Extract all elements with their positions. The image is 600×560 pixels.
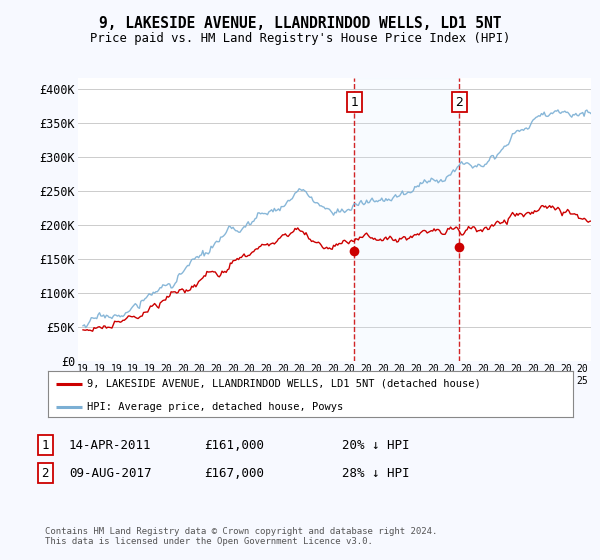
Text: 28% ↓ HPI: 28% ↓ HPI [342, 466, 409, 480]
Text: 2: 2 [455, 96, 463, 109]
Text: HPI: Average price, detached house, Powys: HPI: Average price, detached house, Powy… [88, 402, 344, 412]
Text: Contains HM Land Registry data © Crown copyright and database right 2024.
This d: Contains HM Land Registry data © Crown c… [45, 526, 437, 546]
Text: 09-AUG-2017: 09-AUG-2017 [69, 466, 151, 480]
Text: 2: 2 [41, 466, 49, 480]
Text: Price paid vs. HM Land Registry's House Price Index (HPI): Price paid vs. HM Land Registry's House … [90, 32, 510, 45]
Text: 14-APR-2011: 14-APR-2011 [69, 438, 151, 452]
Text: 9, LAKESIDE AVENUE, LLANDRINDOD WELLS, LD1 5NT (detached house): 9, LAKESIDE AVENUE, LLANDRINDOD WELLS, L… [88, 379, 481, 389]
Text: 1: 1 [41, 438, 49, 452]
Bar [354, 78, 460, 361]
Text: 20% ↓ HPI: 20% ↓ HPI [342, 438, 409, 452]
Text: 1: 1 [350, 96, 358, 109]
Text: 9, LAKESIDE AVENUE, LLANDRINDOD WELLS, LD1 5NT: 9, LAKESIDE AVENUE, LLANDRINDOD WELLS, L… [99, 16, 501, 31]
Text: £167,000: £167,000 [204, 466, 264, 480]
Text: £161,000: £161,000 [204, 438, 264, 452]
